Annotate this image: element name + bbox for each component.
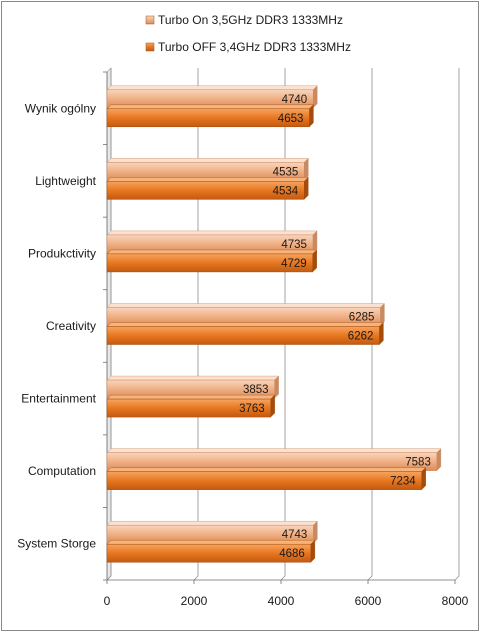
bar-value-label: 7234 — [390, 476, 416, 488]
bar-side-face — [309, 104, 314, 128]
legend-swatch — [145, 42, 155, 52]
legend-item: Turbo On 3,5GHz DDR3 1333MHz — [145, 13, 343, 27]
category-label: Produkctivity — [28, 246, 96, 260]
x-tick-label: 2000 — [181, 594, 208, 608]
x-tick-label: 4000 — [268, 594, 295, 608]
bar-value-label: 4729 — [281, 258, 307, 270]
bar-top-face — [106, 322, 384, 327]
bar-value-label: 6285 — [349, 312, 375, 324]
bar — [106, 375, 280, 399]
bar-front-face — [106, 471, 422, 490]
category-label: Entertainment — [21, 392, 96, 406]
bar-value-label: 4686 — [279, 548, 305, 560]
category-label: Lightweight — [35, 174, 96, 188]
gridline-floor — [367, 575, 373, 581]
bar — [106, 230, 318, 254]
bar — [106, 249, 318, 273]
bar-front-face — [106, 543, 312, 563]
bar-side-face — [436, 448, 442, 472]
gridline-floor — [193, 575, 199, 581]
bar-front-face — [106, 181, 305, 200]
legend-swatch — [145, 15, 155, 25]
gridline-floor — [454, 575, 460, 581]
bar-value-label: 4735 — [281, 239, 307, 251]
bar-front-face — [106, 326, 380, 345]
bar-side-face — [313, 520, 318, 544]
bar-value-label: 4653 — [278, 113, 304, 125]
bar-top-face — [106, 375, 280, 381]
bar-value-label: 4535 — [273, 166, 299, 178]
bar-value-label: 4740 — [282, 94, 308, 106]
bar-value-label: 6262 — [348, 331, 374, 343]
bar-side-face — [380, 303, 385, 326]
bar-top-face — [106, 521, 318, 526]
bar — [106, 467, 427, 491]
bar-side-face — [312, 230, 318, 254]
bar-side-face — [274, 375, 279, 399]
bar-top-face — [106, 448, 442, 453]
bar-side-face — [421, 467, 426, 491]
bar-front-face — [106, 108, 310, 128]
bar-value-label: 4743 — [282, 529, 308, 541]
gridline-floor — [280, 575, 286, 581]
bar-front-face — [106, 398, 271, 418]
category-label: Wynik ogólny — [25, 101, 96, 115]
x-tick-label: 6000 — [355, 594, 382, 608]
bar — [106, 394, 276, 418]
bar — [106, 176, 309, 200]
bar-side-face — [312, 85, 318, 109]
bar-front-face — [106, 253, 313, 273]
category-label: System Storge — [17, 537, 96, 551]
bar — [106, 85, 318, 109]
bar-top-face — [106, 158, 309, 163]
x-tick-label: 8000 — [442, 594, 469, 608]
category-label: Computation — [28, 464, 96, 478]
bar-top-face — [106, 85, 318, 90]
bar — [106, 157, 309, 181]
bar-value-label: 3853 — [243, 384, 269, 396]
bar — [106, 448, 442, 472]
bar — [106, 104, 314, 128]
bar-top-face — [106, 230, 318, 236]
gridline-floor — [106, 575, 112, 581]
x-tick-label: 0 — [104, 594, 111, 608]
legend-label: Turbo OFF 3,4GHz DDR3 1333MHz — [158, 40, 351, 54]
bar — [106, 539, 316, 563]
legend-item: Turbo OFF 3,4GHz DDR3 1333MHz — [145, 40, 351, 54]
bar-side-face — [379, 322, 384, 345]
bar-side-face — [312, 249, 317, 273]
category-label: Creativity — [46, 319, 96, 333]
bar-value-label: 7583 — [405, 457, 431, 469]
bar-side-face — [304, 157, 309, 181]
bar-side-face — [310, 539, 316, 563]
bar — [106, 322, 384, 345]
bar-top-face — [106, 303, 385, 308]
bar-side-face — [270, 394, 275, 418]
bar-top-face — [106, 467, 427, 472]
bar — [106, 303, 385, 326]
bar-value-label: 3763 — [239, 403, 265, 415]
bar-value-label: 4534 — [273, 185, 299, 197]
legend-label: Turbo On 3,5GHz DDR3 1333MHz — [158, 13, 343, 27]
bar-side-face — [304, 176, 309, 200]
